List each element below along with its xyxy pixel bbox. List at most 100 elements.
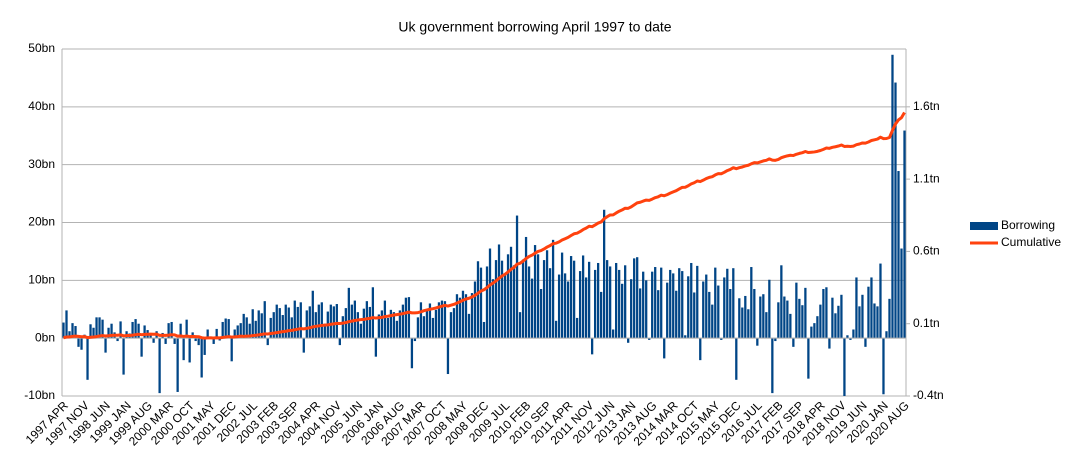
bar [780,265,783,339]
bar [651,271,654,339]
bar [804,287,807,339]
bar [581,255,585,339]
bar [702,281,705,339]
bar [245,317,248,339]
bar [738,298,741,339]
bar [257,310,260,339]
bar [77,338,80,347]
bar [858,306,861,339]
y-tick-label: 30bn [28,157,55,171]
bar [62,322,65,339]
bar [663,338,666,359]
bar [470,293,474,339]
bar [789,313,792,339]
bar [428,303,432,339]
bar [251,309,254,339]
bar [332,306,335,339]
legend-swatch [970,222,998,230]
bar [575,317,579,339]
bar [212,338,215,344]
bar [654,267,657,339]
bar [891,54,894,339]
bar [386,317,390,339]
y2-tick-label: 1.6tn [913,99,940,113]
bar [467,313,471,339]
bar [834,313,837,339]
bar [672,273,675,339]
bar [888,298,891,339]
bar [560,252,564,339]
bar [873,303,876,339]
bar [389,309,393,339]
bar [624,265,627,339]
bar [819,304,822,339]
bar [744,295,747,339]
bar [690,262,693,339]
bar [278,308,281,339]
bar [876,306,879,339]
bar [681,271,684,339]
bar [404,297,408,339]
bar [158,338,161,394]
bar [509,246,513,339]
bar [551,239,555,339]
bar [539,289,543,339]
bar [356,312,359,339]
legend-label: Borrowing [1001,218,1055,232]
bar [669,269,672,339]
bar [272,312,275,339]
bar [440,300,444,339]
bar [798,298,801,339]
chart-title: Uk government borrowing April 1997 to da… [398,19,671,35]
bar [86,338,89,380]
bar [188,338,191,363]
bar [500,260,504,339]
bar [699,338,702,361]
bar [413,338,417,342]
bar [89,324,92,339]
bar [636,257,639,339]
bar [870,277,873,339]
bar [197,338,200,346]
bar [852,329,855,339]
bar [464,294,468,339]
bar [771,338,774,394]
bar [401,304,405,339]
bar [542,260,546,339]
bar [377,314,381,339]
bar [290,317,293,339]
bar [194,338,197,342]
bar [422,316,426,339]
bar [717,285,720,339]
bar [609,266,612,339]
bar [536,254,540,339]
bar [242,313,245,339]
bar [305,310,308,339]
bar [518,312,522,339]
bar [524,236,528,339]
bar [584,277,588,339]
bar [131,321,134,339]
bar [660,267,663,339]
bar [774,338,777,342]
bar [684,335,687,339]
bar [491,279,495,339]
bar [200,338,203,378]
bar [822,289,825,339]
bar [557,274,561,339]
bar [203,338,206,355]
y-tick-label: 20bn [28,215,55,229]
bar [302,338,305,353]
bar [281,315,284,339]
bar [603,209,606,339]
bar [714,267,717,339]
bar [533,245,537,339]
bar [696,265,699,339]
bar [503,274,507,339]
bar [149,333,152,339]
bar [185,319,188,339]
bar [756,338,759,346]
bar [708,291,711,339]
bar [750,267,753,339]
